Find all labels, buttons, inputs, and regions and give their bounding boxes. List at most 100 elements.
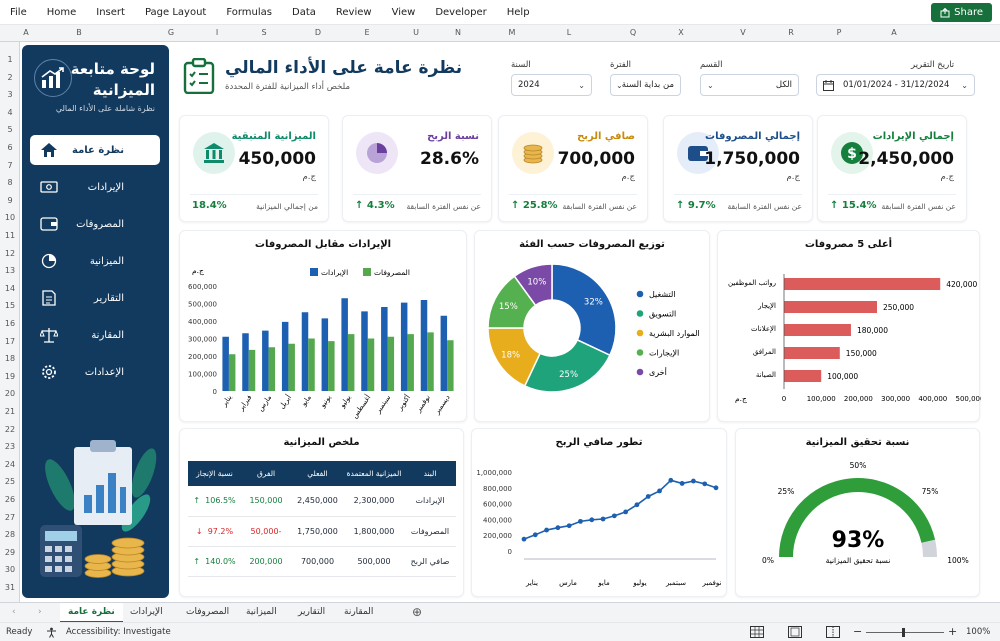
row-header[interactable]: 15	[4, 301, 16, 311]
row-header[interactable]: 21	[4, 407, 16, 416]
bar	[381, 307, 388, 391]
year-dropdown[interactable]: 2024 ⌄	[511, 74, 592, 96]
menu-review[interactable]: Review	[335, 6, 372, 18]
x-tick-label: 400,000	[918, 395, 947, 403]
menu-insert[interactable]: Insert	[96, 6, 125, 18]
column-header[interactable]: R	[788, 28, 794, 37]
nav-label: المصروفات	[76, 218, 124, 230]
row-header[interactable]: 24	[4, 459, 16, 469]
column-header[interactable]: D	[314, 28, 322, 37]
column-header[interactable]: U	[413, 28, 419, 37]
report-date-picker[interactable]: 01/01/2024 - 31/12/2024 ⌄	[816, 74, 975, 96]
row-header[interactable]: 28	[4, 530, 16, 540]
bar	[440, 315, 448, 391]
tab-revenue[interactable]: الإيرادات	[130, 607, 163, 617]
section-dropdown[interactable]: الكل ⌄	[700, 74, 799, 96]
zoom-in-icon[interactable]: +	[948, 625, 958, 638]
nav-revenue[interactable]: الإيرادات	[30, 172, 160, 202]
section-label: القسم	[700, 60, 723, 70]
row-header[interactable]: 17	[4, 336, 16, 346]
bar-value-label: 420,000	[946, 280, 977, 289]
row-header[interactable]: 14	[4, 283, 16, 293]
chevron-down-icon: ⌄	[578, 80, 585, 90]
column-header[interactable]: Q	[629, 28, 637, 37]
row-header[interactable]: 22	[4, 424, 16, 434]
nav-comparison[interactable]: المقارنة	[30, 320, 160, 350]
row-header[interactable]: 25	[4, 477, 16, 487]
row-header[interactable]: 19	[4, 371, 16, 381]
tab-reports[interactable]: التقارير	[298, 607, 326, 617]
column-header[interactable]: N	[455, 28, 461, 37]
column-header[interactable]: I	[215, 28, 219, 37]
row-header[interactable]: 4	[7, 107, 13, 117]
nav-expenses[interactable]: المصروفات	[30, 209, 160, 239]
menu-developer[interactable]: Developer	[435, 6, 487, 18]
column-header[interactable]: V	[740, 28, 746, 37]
row-header[interactable]: 7	[7, 160, 13, 170]
row-header[interactable]: 23	[4, 442, 16, 452]
menu-file[interactable]: File	[10, 6, 27, 18]
kpi-card: نسبة الربح 28.6% ↑ 4.3% عن نفس الفترة الساب…	[342, 115, 492, 222]
column-header[interactable]: E	[364, 28, 370, 37]
row-header[interactable]: 29	[4, 547, 16, 557]
menu-help[interactable]: Help	[506, 6, 530, 18]
column-header[interactable]: G	[167, 28, 175, 37]
row-header[interactable]: 13	[4, 266, 16, 276]
row-header[interactable]: 1	[7, 55, 13, 64]
row-header[interactable]: 26	[4, 495, 16, 504]
nav-budget[interactable]: الميزانية	[30, 246, 160, 276]
zoom-slider[interactable]	[866, 632, 944, 633]
budget-summary-title: ملخص الميزانية	[283, 437, 360, 448]
row-header[interactable]: 2	[7, 72, 13, 82]
zoom-out-icon[interactable]: −	[853, 625, 863, 638]
row-header[interactable]: 16	[4, 319, 16, 328]
legend-label: الإيجارات	[649, 349, 679, 359]
menu-formulas[interactable]: Formulas	[226, 6, 272, 18]
scroll-right-icon[interactable]: ›	[38, 607, 42, 617]
tab-expenses[interactable]: المصروفات	[186, 607, 230, 617]
scroll-left-icon[interactable]: ‹	[12, 607, 16, 617]
page-break-view-icon[interactable]	[826, 626, 840, 638]
column-header[interactable]: A	[891, 28, 897, 37]
row-header[interactable]: 6	[7, 143, 13, 152]
row-header[interactable]: 18	[4, 354, 16, 364]
column-header[interactable]: A	[23, 28, 29, 37]
tab-comparison[interactable]: المقارنة	[344, 607, 374, 617]
nav-settings[interactable]: الإعدادات	[30, 357, 160, 387]
kpi-change: ↑ 4.3%	[355, 200, 395, 211]
column-header[interactable]: P	[836, 28, 842, 37]
menu-view[interactable]: View	[391, 6, 416, 18]
row-header[interactable]: 5	[7, 125, 13, 135]
row-header[interactable]: 20	[4, 389, 16, 399]
row-header[interactable]: 3	[7, 90, 13, 100]
period-dropdown[interactable]: من بداية السنة ⌄	[610, 74, 681, 96]
column-header[interactable]: X	[678, 28, 684, 37]
row-header[interactable]: 31	[4, 583, 16, 592]
normal-view-icon[interactable]	[750, 626, 764, 638]
accessibility-icon	[47, 627, 56, 638]
nav-overview[interactable]: نظرة عامة	[30, 135, 160, 165]
row-header[interactable]: 9	[7, 195, 13, 205]
row-header[interactable]: 8	[7, 178, 13, 188]
zoom-slider-thumb[interactable]	[902, 628, 905, 637]
add-sheet-icon[interactable]: ⊕	[412, 605, 423, 619]
accessibility-status[interactable]: Accessibility: Investigate	[66, 627, 171, 637]
share-button[interactable]: Share	[931, 3, 992, 22]
column-header[interactable]: B	[76, 28, 82, 37]
row-header[interactable]: 12	[4, 248, 16, 258]
menu-data[interactable]: Data	[292, 6, 316, 18]
nav-reports[interactable]: التقارير	[30, 283, 160, 313]
column-header[interactable]: S	[261, 28, 267, 37]
row-header[interactable]: 27	[4, 512, 16, 522]
x-tick-label: نوفمبر	[414, 394, 432, 415]
menu-page-layout[interactable]: Page Layout	[144, 6, 207, 18]
tab-budget[interactable]: الميزانية	[246, 607, 277, 617]
menu-home[interactable]: Home	[46, 6, 77, 18]
row-header[interactable]: 11	[4, 231, 16, 240]
page-layout-view-icon[interactable]	[788, 626, 802, 638]
column-header[interactable]: L	[566, 28, 572, 37]
row-header[interactable]: 10	[4, 213, 16, 223]
column-header[interactable]: M	[508, 28, 516, 37]
row-header[interactable]: 30	[4, 565, 16, 575]
tab-overview[interactable]: نظرة عامة	[60, 603, 123, 623]
